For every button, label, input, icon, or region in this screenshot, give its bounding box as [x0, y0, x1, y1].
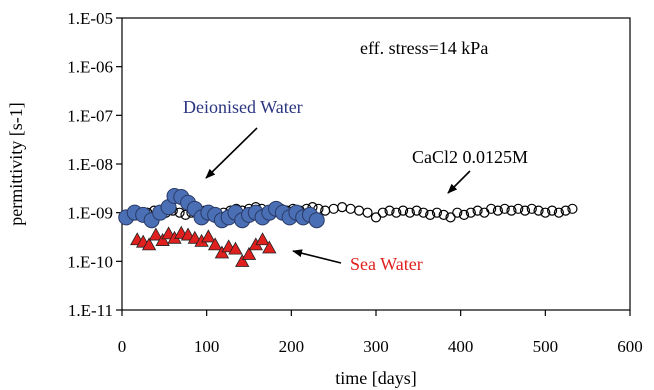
- data-point: [397, 205, 409, 216]
- series-sea-water: [130, 225, 277, 267]
- x-tick-label: 500: [533, 337, 559, 356]
- data-point: [141, 237, 157, 251]
- data-point: [547, 205, 558, 216]
- x-axis-label: time [days]: [335, 368, 416, 388]
- data-point: [255, 232, 270, 246]
- data-point: [418, 207, 429, 218]
- x-tick-label: 100: [194, 337, 220, 356]
- x-tick-label: 200: [279, 337, 305, 356]
- series-deionised-water: [118, 188, 325, 229]
- x-tick-label: 600: [617, 337, 643, 356]
- data-point: [492, 205, 504, 216]
- data-point: [465, 207, 476, 218]
- data-point: [155, 233, 170, 246]
- data-point: [425, 209, 436, 220]
- arrow-cacl2: [447, 170, 471, 194]
- data-point: [174, 207, 185, 218]
- annotation-sea-water: Sea Water: [350, 254, 423, 274]
- data-point: [391, 207, 402, 218]
- data-point: [445, 212, 456, 223]
- data-point: [526, 203, 537, 214]
- y-tick-label: 1.E-05: [67, 9, 113, 28]
- data-point: [438, 209, 449, 220]
- data-point: [499, 203, 510, 214]
- annotation-eff-stress: eff. stress=14 kPa: [360, 38, 488, 58]
- data-point: [180, 227, 196, 241]
- data-point: [377, 207, 388, 218]
- data-point: [308, 212, 325, 229]
- data-point: [553, 207, 564, 218]
- data-point: [519, 205, 531, 216]
- data-point: [404, 207, 415, 218]
- series-layer: [118, 188, 578, 267]
- arrow-sea-water: [292, 249, 342, 264]
- x-tick-label: 400: [448, 337, 474, 356]
- data-point: [567, 203, 578, 214]
- data-point: [201, 229, 216, 243]
- y-tick-label: 1.E-11: [68, 301, 113, 320]
- data-point: [533, 205, 544, 216]
- data-point: [472, 205, 483, 216]
- data-point: [486, 203, 497, 214]
- data-point: [262, 240, 277, 254]
- data-point: [560, 205, 571, 216]
- plot-area: [121, 17, 631, 311]
- data-point: [228, 241, 243, 255]
- y-tick-label: 1.E-07: [67, 106, 113, 125]
- data-point: [148, 227, 164, 241]
- data-point: [362, 207, 373, 218]
- x-tick-label: 300: [363, 337, 389, 356]
- data-point: [207, 237, 223, 251]
- data-point: [431, 207, 443, 218]
- annotation-cacl2: CaCl2 0.0125M: [412, 147, 528, 167]
- y-axis-label: permittivity [s-1]: [6, 102, 26, 225]
- plot-border: [121, 17, 631, 311]
- data-point: [506, 205, 517, 216]
- y-axis: 1.E-11 1.E-10 1.E-09 1.E-08 1.E-07 1.E-06 1.E-…: [67, 9, 122, 320]
- data-point: [235, 254, 250, 267]
- data-point: [513, 203, 524, 214]
- y-tick-label: 1.E-09: [67, 204, 113, 223]
- data-point: [452, 207, 463, 218]
- x-axis: 0 100 200 300 400 500 600: [118, 310, 643, 356]
- y-tick-label: 1.E-06: [67, 58, 113, 77]
- annotation-deionised-water: Deionised Water: [183, 97, 303, 117]
- y-tick-label: 1.E-08: [67, 155, 113, 174]
- data-point: [370, 212, 382, 223]
- data-point: [411, 205, 422, 216]
- x-tick-label: 0: [118, 337, 127, 356]
- data-point: [458, 209, 470, 220]
- arrow-deionised-water: [205, 127, 258, 179]
- y-tick-label: 1.E-10: [67, 252, 113, 271]
- data-point: [540, 207, 551, 218]
- data-point: [384, 205, 395, 216]
- data-point: [241, 246, 257, 260]
- annotation-arrows: [205, 127, 471, 264]
